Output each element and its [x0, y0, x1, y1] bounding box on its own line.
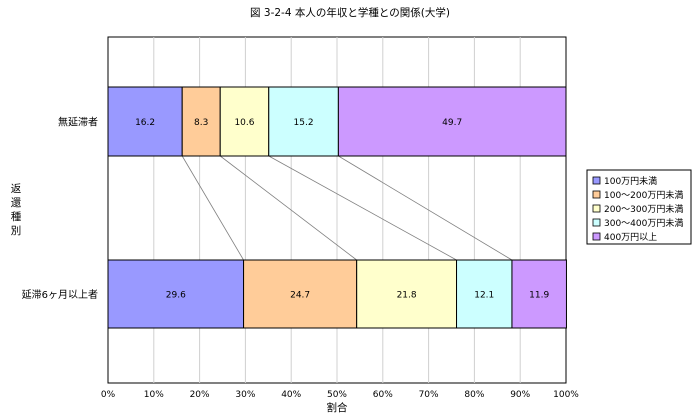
data-label: 15.2: [294, 118, 314, 128]
data-label: 24.7: [290, 291, 310, 301]
x-tick-label: 40%: [281, 390, 301, 400]
legend-entry: 200～300万円未満: [604, 203, 683, 215]
data-label: 21.8: [397, 291, 417, 301]
data-label: 16.2: [135, 118, 155, 128]
bar-segment: [456, 259, 513, 329]
y-axis-title-char: 返: [11, 183, 22, 195]
series-lines: [181, 155, 513, 261]
bar-segment: [337, 86, 567, 157]
x-tick-label: 10%: [144, 390, 164, 400]
category-label: 無延滞者: [58, 116, 98, 129]
legend-swatch: [592, 204, 601, 213]
bar-segment: [107, 86, 183, 157]
x-tick-label: 50%: [327, 390, 347, 400]
x-tick-label: 70%: [419, 390, 439, 400]
x-axis-title: 割合: [327, 401, 348, 414]
bar-segment: [243, 259, 358, 329]
x-tick-label: 30%: [235, 390, 255, 400]
bar-segment: [219, 86, 270, 157]
x-axis-ticks: 0% 10% 20% 30% 40% 50% 60% 70% 80% 90% 100%: [101, 390, 579, 400]
legend-entry: 100～200万円未満: [604, 189, 683, 201]
legend-box: [586, 169, 692, 245]
x-tick-label: 20%: [190, 390, 210, 400]
series-line: [181, 155, 244, 261]
x-tick-label: 80%: [464, 390, 484, 400]
legend-entry: 300～400万円未満: [604, 217, 683, 229]
legend-swatch: [592, 218, 601, 227]
bar-segment: [356, 259, 458, 329]
legend: 100万円未満 100～200万円未満 200～300万円未満 300～400万円未満…: [586, 169, 692, 245]
x-tick-label: 90%: [510, 390, 530, 400]
legend-entry: 100万円未満: [604, 175, 657, 187]
x-tick-label: 60%: [373, 390, 393, 400]
y-axis-title-char: 別: [11, 225, 22, 237]
data-label: 49.7: [442, 118, 462, 128]
category-label: 延滞6ヶ月以上者: [22, 289, 98, 301]
chart-title: 図 3-2-4 本人の年収と学種との関係(大学): [250, 6, 450, 19]
legend-swatch: [592, 190, 601, 199]
legend-swatch: [592, 176, 601, 185]
data-label: 29.6: [166, 291, 186, 301]
bar-segment: [511, 259, 567, 329]
legend-swatch: [592, 232, 601, 241]
series-line: [338, 155, 513, 261]
bar-segment: [107, 259, 245, 329]
bars: 16.2 8.3 10.6 15.2 49.7 29.6 24.7 21.8 12.1 11.9: [107, 86, 567, 329]
series-line: [268, 155, 457, 261]
y-axis-title-char: 還: [11, 196, 22, 209]
legend-entry: 400万円以上: [604, 232, 657, 243]
data-label: 12.1: [474, 291, 494, 301]
data-label: 8.3: [194, 118, 208, 128]
bar-segment: [181, 86, 221, 157]
x-tick-label: 0%: [101, 390, 116, 400]
data-label: 10.6: [234, 118, 254, 128]
series-line: [219, 155, 357, 261]
data-label: 11.9: [529, 291, 549, 301]
y-axis-title-char: 種: [11, 210, 22, 223]
x-tick-label: 100%: [553, 390, 579, 400]
